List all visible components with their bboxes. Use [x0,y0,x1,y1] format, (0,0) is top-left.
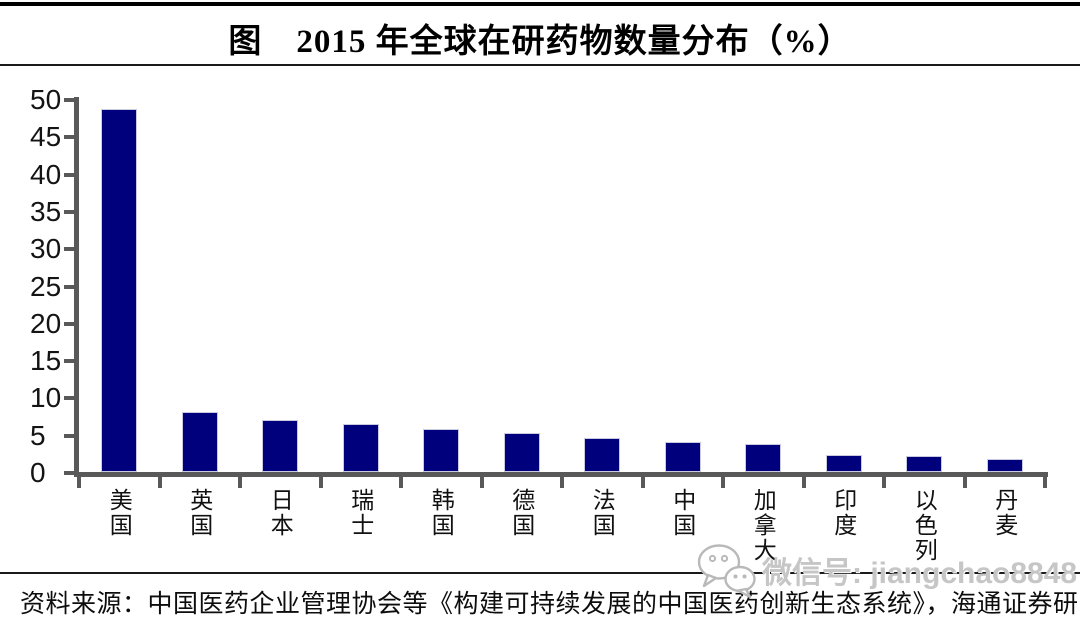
title-underline [0,64,1080,66]
y-axis-tick-label: 15 [30,345,62,377]
x-axis-tick [962,477,967,488]
chart-title: 图 2015 年全球在研药物数量分布（%） [228,24,852,60]
category-label: 中国 [669,488,695,538]
category-label: 英国 [186,488,212,538]
y-axis-tick-label: 10 [30,382,62,414]
x-axis-tick [882,477,886,488]
x-axis-tick [238,477,242,488]
y-axis-tick [64,471,74,475]
y-axis-tick-label: 30 [30,233,62,265]
bar [503,433,540,472]
bar [262,419,299,472]
bar [181,412,218,472]
y-axis-tick [64,209,74,214]
y-axis-tick [64,359,74,364]
y-axis-tick [64,284,74,289]
bar [906,455,943,472]
bar [825,454,862,472]
y-axis-tick [64,321,74,326]
y-axis-tick-label: 50 [30,84,62,115]
category-label: 法国 [589,488,615,538]
y-axis-tick [64,135,74,140]
y-axis-tick [64,433,74,438]
wechat-icon [697,544,756,599]
x-axis-tick [1043,477,1047,488]
bar [745,443,782,472]
y-axis-tick [64,172,74,177]
x-axis-tick [318,477,323,488]
x-axis-tick [77,477,81,488]
y-axis-tick-label: 40 [30,158,62,190]
x-axis-tick [721,477,725,488]
category-label: 韩国 [428,488,454,538]
x-axis-tick [560,477,564,488]
x-axis-tick [157,477,162,488]
bar [664,442,701,472]
bar [423,429,460,472]
source-note: 资料来源：中国医药企业管理协会等《构建可持续发展的中国医药创新生态系统》，海通证… [20,591,1080,618]
y-axis-line [74,97,79,477]
x-axis-tick [399,477,403,488]
y-axis-tick-label: 25 [30,270,62,302]
y-axis-tick-label: 35 [30,195,62,227]
bar [342,423,379,472]
category-label: 丹麦 [991,488,1017,538]
x-axis-tick [801,477,806,488]
y-axis-tick-label: 5 [30,419,46,451]
category-label: 德国 [508,488,534,538]
footer-divider-line [0,572,1080,574]
category-label: 以色列 [911,488,937,563]
bar [584,438,621,472]
y-axis-tick-label: 45 [30,121,62,153]
y-axis-tick-label: 0 [30,457,46,488]
y-axis-tick [64,396,74,401]
y-axis-tick [64,98,74,102]
x-axis-tick [640,477,645,488]
x-axis-tick [479,477,484,488]
y-axis-tick [64,247,74,252]
top-border-line [0,2,1080,6]
category-label: 日本 [267,488,293,538]
category-label: 美国 [106,488,132,538]
bar [101,108,138,472]
bar [986,458,1023,472]
y-axis-tick-label: 20 [30,307,62,339]
category-label: 瑞士 [347,488,373,538]
watermark: 微信号: jiangchao8848 [694,541,1077,599]
x-axis-line [74,472,1048,477]
category-label: 加拿大 [750,488,776,563]
watermark-text: 微信号: jiangchao8848 [762,557,1078,590]
category-label: 印度 [830,488,856,538]
